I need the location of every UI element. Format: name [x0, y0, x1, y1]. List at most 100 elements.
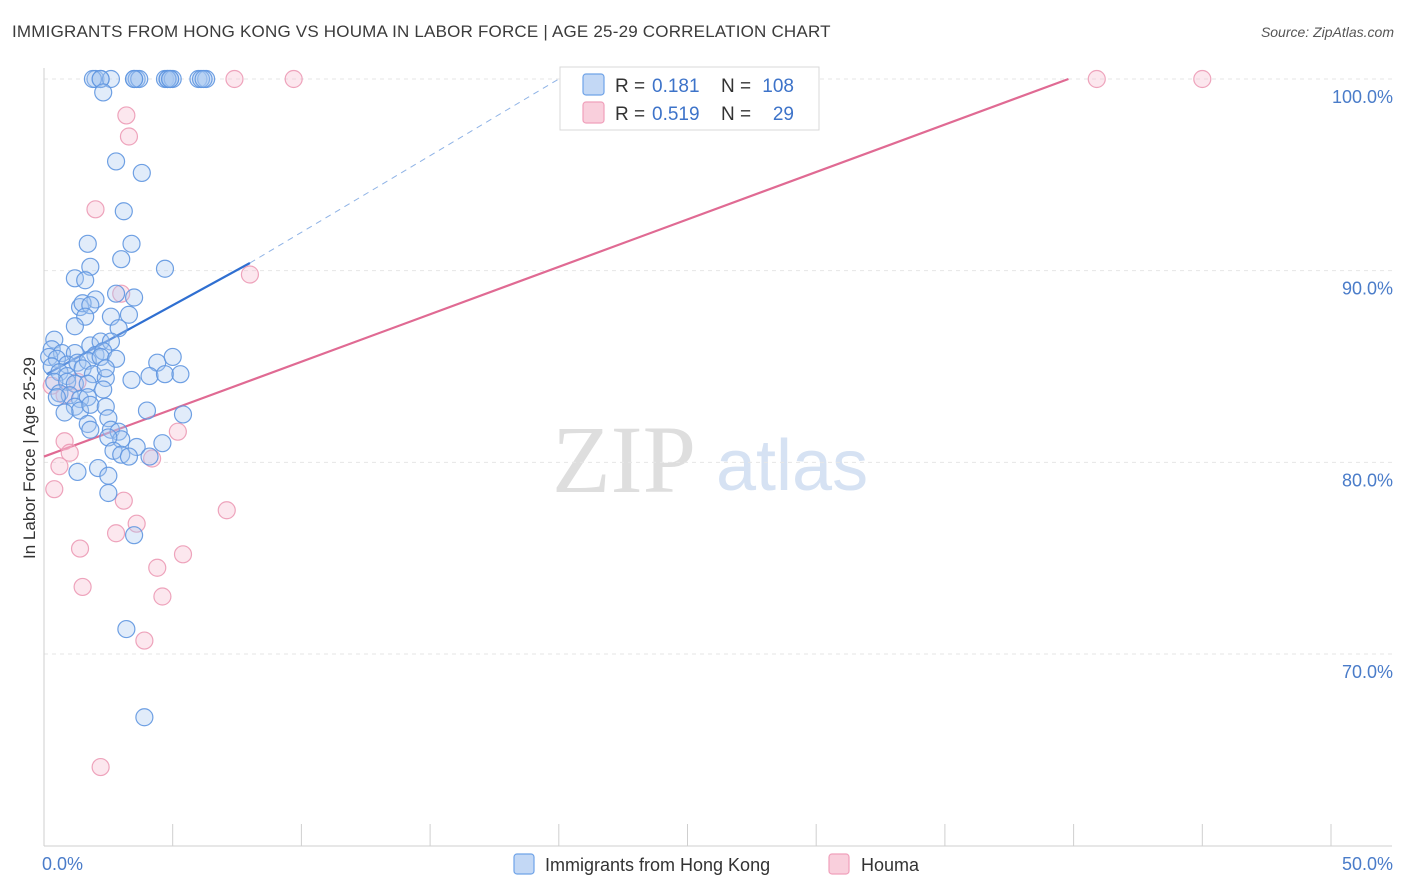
- hong-kong-point: [140, 447, 159, 466]
- houma-point: [117, 106, 136, 125]
- y-tick-label: 70.0%: [1342, 662, 1393, 682]
- houma-point: [86, 200, 105, 219]
- series-legend-label-blue: Immigrants from Hong Kong: [545, 855, 770, 875]
- y-tick-label: 80.0%: [1342, 470, 1393, 490]
- legend-n-value-1: 108: [762, 76, 794, 97]
- y-axis-label: In Labor Force | Age 25-29: [20, 357, 39, 559]
- hong-kong-point: [153, 434, 172, 453]
- hong-kong-point: [81, 296, 100, 315]
- hong-kong-point: [78, 234, 97, 253]
- hong-kong-point: [88, 458, 108, 478]
- houma-point: [173, 545, 193, 564]
- houma-point: [240, 265, 260, 284]
- houma-point: [153, 587, 172, 606]
- houma-point: [114, 491, 133, 510]
- hong-kong-point: [140, 366, 159, 386]
- hong-kong-point: [81, 420, 100, 439]
- houma-point: [1193, 69, 1212, 89]
- hong-kong-point: [194, 69, 213, 89]
- houma-point: [106, 524, 126, 543]
- series-legend-swatch-pink: [828, 853, 850, 875]
- legend-n-label-1: N =: [721, 76, 751, 97]
- houma-point: [70, 539, 90, 558]
- houma-point: [119, 127, 139, 146]
- grid-lines: [44, 78, 1392, 655]
- hong-kong-point: [155, 365, 175, 384]
- hong-kong-point: [163, 347, 182, 367]
- houma-point: [60, 443, 79, 462]
- hong-kong-point: [122, 234, 141, 253]
- source-label: Source: ZipAtlas.com: [1260, 24, 1394, 40]
- y-tick-label: 100.0%: [1332, 87, 1393, 107]
- hong-kong-point: [99, 428, 118, 447]
- hong-kong-point: [106, 152, 126, 171]
- houma-point: [135, 631, 154, 650]
- chart-title: IMMIGRANTS FROM HONG KONG VS HOUMA IN LA…: [12, 22, 831, 41]
- series-legend-swatch-blue: [513, 853, 535, 875]
- hong-kong-point: [91, 69, 110, 89]
- x-tick-label: 0.0%: [42, 854, 83, 874]
- hong-kong-point: [122, 370, 141, 390]
- houma-point: [45, 480, 64, 499]
- houma-point: [225, 69, 244, 89]
- y-tick-label: 90.0%: [1342, 279, 1393, 299]
- legend-n-value-2: 29: [773, 104, 794, 125]
- legend-r-label-1: R =: [615, 76, 645, 97]
- hong-kong-point: [68, 462, 87, 482]
- hong-kong-point: [99, 409, 118, 428]
- hong-kong-point: [132, 163, 151, 183]
- trend-lines: [43, 77, 1069, 458]
- watermark-zip: ZIP: [552, 406, 696, 513]
- hong-kong-point: [173, 405, 193, 424]
- series-legend: Immigrants from Hong Kong Houma: [513, 853, 920, 875]
- hong-kong-point: [114, 202, 133, 221]
- legend-r-label-2: R =: [615, 104, 645, 125]
- houma-point: [217, 501, 236, 520]
- houma-point: [284, 69, 303, 89]
- hong-kong-point: [94, 380, 113, 399]
- hong-kong-point: [101, 332, 121, 351]
- hong-kong-point: [96, 368, 115, 388]
- houma-point: [1087, 69, 1106, 89]
- hong-kong-point: [99, 466, 118, 485]
- hong-kong-point: [45, 372, 64, 391]
- hong-kong-point: [155, 259, 175, 278]
- hong-kong-point: [106, 284, 126, 303]
- hong-kong-point: [70, 401, 90, 420]
- hong-kong-point: [99, 483, 118, 503]
- stats-legend: R = 0.181 N = 108 R = 0.519 N = 29: [559, 66, 820, 131]
- hong-kong-point: [109, 319, 128, 338]
- houma-point: [73, 577, 92, 597]
- hong-kong-point: [96, 359, 115, 378]
- trend-line-pink: [43, 77, 1069, 458]
- hong-kong-point: [135, 708, 154, 727]
- hong-kong-point: [76, 271, 95, 290]
- hong-kong-point: [101, 69, 121, 89]
- legend-n-label-2: N =: [721, 104, 751, 125]
- hong-kong-point: [47, 388, 66, 407]
- data-points: [40, 69, 1212, 777]
- trend-line-blue-extension: [249, 78, 560, 264]
- hong-kong-point: [124, 288, 144, 307]
- houma-point: [143, 449, 162, 468]
- houma-point: [91, 757, 110, 777]
- legend-r-value-2: 0.519: [652, 104, 700, 125]
- tick-labels: 100.0% 90.0% 80.0% 70.0% 0.0% 50.0%: [42, 87, 1393, 874]
- hong-kong-point: [171, 365, 190, 384]
- houma-point: [148, 558, 167, 577]
- hong-kong-point: [124, 526, 144, 545]
- hong-kong-point: [55, 403, 74, 422]
- hong-kong-point: [91, 347, 110, 367]
- houma-point: [50, 457, 69, 476]
- hong-kong-point: [130, 69, 149, 89]
- legend-r-value-1: 0.181: [652, 76, 700, 97]
- hong-kong-point: [119, 447, 139, 466]
- hong-kong-point: [112, 250, 131, 269]
- hong-kong-point: [124, 69, 144, 89]
- hong-kong-point: [161, 69, 180, 89]
- legend-swatch-blue: [582, 73, 605, 96]
- axes: [43, 68, 1392, 847]
- houma-point: [168, 422, 187, 441]
- hong-kong-point: [117, 619, 136, 639]
- hong-kong-point: [81, 257, 100, 276]
